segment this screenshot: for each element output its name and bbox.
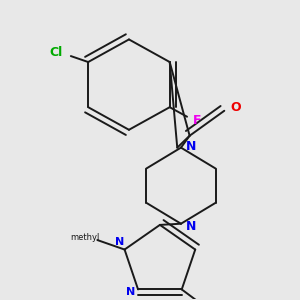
Text: N: N — [126, 287, 135, 297]
Text: N: N — [186, 140, 196, 153]
Text: O: O — [230, 101, 241, 114]
Text: N: N — [186, 220, 196, 232]
Text: Cl: Cl — [50, 46, 63, 59]
Text: methyl: methyl — [70, 233, 100, 242]
Text: N: N — [115, 237, 124, 248]
Text: F: F — [193, 114, 201, 127]
